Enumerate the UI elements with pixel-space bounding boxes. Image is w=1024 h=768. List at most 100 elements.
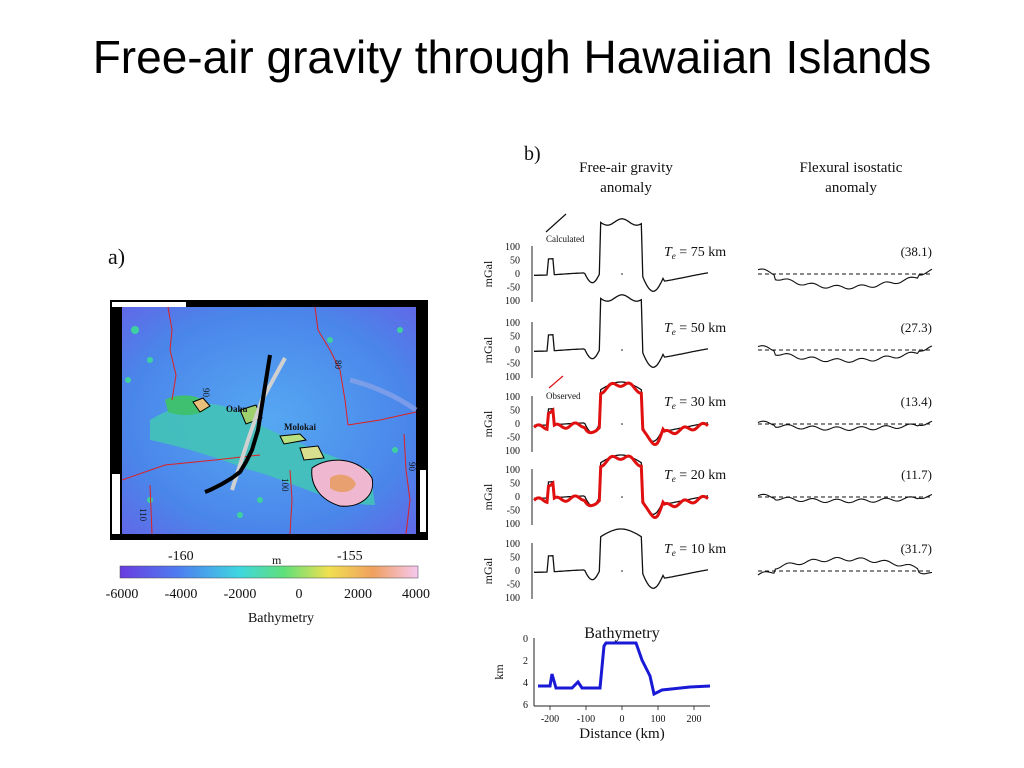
col-title-flexural: anomaly — [825, 180, 877, 196]
legend-calculated-label: Calculated — [546, 234, 585, 244]
colorbar-tick: 4000 — [402, 587, 430, 602]
flexural-profile — [757, 268, 933, 290]
fracture-zone — [349, 377, 418, 413]
kauai-island — [192, 397, 211, 413]
ship-track — [204, 354, 272, 494]
bathymetry-y-tick: 2 — [523, 656, 528, 667]
contour-label: 90 — [201, 388, 211, 398]
col-title-flexural: Flexural isostatic — [800, 160, 903, 176]
rms-label: (11.7) — [901, 467, 932, 482]
map-frame-tick — [420, 470, 426, 532]
map-unit: m — [272, 553, 282, 567]
contour-labels: 90 80 100 110 90 — [138, 360, 417, 522]
rms-label: (38.1) — [901, 244, 932, 259]
row-y-tick: 50 — [510, 553, 520, 564]
row-y-tick: -50 — [507, 580, 520, 591]
row-y-tick: 50 — [510, 406, 520, 417]
map-label-oahu: Oahu — [226, 404, 248, 414]
map-frame-tick — [112, 302, 186, 307]
molokai-island — [279, 433, 308, 445]
flexural-profile — [757, 556, 933, 576]
hawaii-peak — [330, 474, 356, 493]
col-title-free-air: Free-air gravity — [579, 160, 673, 176]
row-y-tick: -50 — [507, 433, 520, 444]
colorbar-tick: -2000 — [224, 587, 257, 602]
profile-origin-dot — [621, 496, 623, 498]
profile-origin-dot — [621, 423, 623, 425]
map-frame-tick — [112, 474, 120, 534]
contour-label: 110 — [138, 508, 148, 522]
te-label: Te = 75 km — [664, 245, 726, 261]
lon-tick: -160 — [168, 549, 194, 564]
row-y-tick: 100 — [505, 446, 520, 457]
bathymetry-plot: Bathymetry 0 2 4 6 km -200 -100 0 100 20… — [492, 625, 711, 742]
bathymetry-curve — [538, 641, 711, 697]
bathymetry-y-tick: 4 — [523, 678, 528, 689]
row-y-tick: -50 — [507, 506, 520, 517]
flexural-profile — [757, 420, 933, 431]
calculated-profile — [534, 381, 709, 442]
profile-line — [230, 357, 287, 491]
profile-origin-dot — [621, 273, 623, 275]
colorbar-tick: -6000 — [106, 587, 139, 602]
bathymetry-x-tickmarks — [549, 706, 695, 710]
bathymetry-x-tick: -200 — [541, 714, 559, 725]
bathymetry-x-tick: 100 — [651, 714, 666, 725]
profile-row: 100 50 0 -50 100 mGal Te = 50 km (27.3) — [481, 294, 933, 383]
contour-label: 80 — [333, 360, 343, 370]
colorbar-tick: -4000 — [165, 587, 198, 602]
row-y-tick: 100 — [505, 539, 520, 550]
row-y-tick: 100 — [505, 519, 520, 530]
row-y-tick: 0 — [515, 492, 520, 503]
row-y-unit: mGal — [481, 557, 495, 584]
row-y-tick: -50 — [507, 283, 520, 294]
lon-tick: -155 — [337, 549, 363, 564]
contour-label: 90 — [407, 462, 417, 472]
profile-row: 100 50 0 -50 100 mGal Te = 20 km (11.7) — [481, 454, 933, 530]
profile-origin-dot — [621, 570, 623, 572]
panel-b-label: b) — [524, 143, 541, 165]
calculated-profile — [534, 294, 709, 368]
contours — [121, 306, 417, 535]
calculated-profile — [534, 528, 709, 589]
col-title-free-air: anomaly — [600, 180, 652, 196]
bathymetry-y-tick: 6 — [523, 700, 528, 711]
row-y-unit: mGal — [481, 483, 495, 510]
bathymetry-x-tick: -100 — [577, 714, 595, 725]
lon-axis: -160 m -155 — [168, 549, 363, 567]
island-labels: Oahu Molokai — [226, 404, 317, 432]
flexural-profile — [757, 345, 933, 363]
row-y-tick: 0 — [515, 566, 520, 577]
rms-label: (27.3) — [901, 320, 932, 335]
row-y-tick: 0 — [515, 345, 520, 356]
te-label: Te = 50 km — [664, 321, 726, 337]
rms-label: (31.7) — [901, 541, 932, 556]
profile-row: 100 50 0 -50 100 mGal Te = 30 km (13.4) — [481, 381, 933, 457]
legend-calculated-line — [545, 213, 567, 233]
profile-origin-dot — [621, 349, 623, 351]
map-label-molokai: Molokai — [284, 422, 317, 432]
maui-island — [299, 445, 325, 461]
colorbar — [119, 565, 419, 579]
panel-b-profiles: b) Free-air gravity anomaly Flexural iso… — [481, 143, 933, 742]
row-y-tick: 100 — [505, 593, 520, 604]
bathymetry-x-ticks: -200 -100 0 100 200 — [541, 714, 702, 725]
row-y-tick: 100 — [505, 318, 520, 329]
profile-rows: 100 50 0 -50 100 mGal Te = 75 km (38.1) 100 50 0 -5… — [481, 218, 933, 604]
row-y-tick: 100 — [505, 465, 520, 476]
row-y-unit: mGal — [481, 260, 495, 287]
bathymetry-x-label: Distance (km) — [579, 726, 664, 742]
calculated-profile — [534, 218, 709, 292]
legend-observed-label: Observed — [546, 391, 581, 401]
calculated-profile — [534, 454, 709, 515]
bathymetry-title: Bathymetry — [584, 625, 660, 642]
row-y-tick: 100 — [505, 296, 520, 307]
observed-profile — [533, 381, 709, 447]
te-label: Te = 30 km — [664, 395, 726, 411]
bathymetry-x-tick: 0 — [620, 714, 625, 725]
row-y-tick: 50 — [510, 256, 520, 267]
legend-observed-line — [548, 375, 564, 389]
row-y-unit: mGal — [481, 336, 495, 363]
rms-label: (13.4) — [901, 394, 932, 409]
